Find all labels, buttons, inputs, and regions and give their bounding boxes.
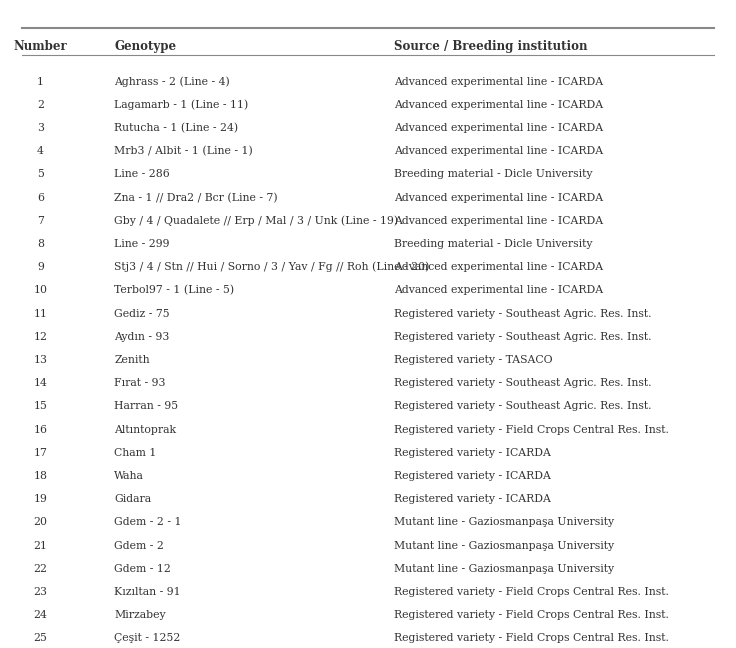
Text: 22: 22 bbox=[33, 564, 48, 573]
Text: 16: 16 bbox=[33, 424, 48, 435]
Text: Number: Number bbox=[13, 40, 68, 53]
Text: 18: 18 bbox=[33, 471, 48, 481]
Text: Advanced experimental line - ICARDA: Advanced experimental line - ICARDA bbox=[394, 100, 603, 110]
Text: Advanced experimental line - ICARDA: Advanced experimental line - ICARDA bbox=[394, 146, 603, 156]
Text: 21: 21 bbox=[33, 540, 48, 551]
Text: Fırat - 93: Fırat - 93 bbox=[114, 378, 166, 388]
Text: 7: 7 bbox=[37, 216, 44, 226]
Text: 3: 3 bbox=[37, 123, 44, 133]
Text: Mutant line - Gaziosmanpaşa University: Mutant line - Gaziosmanpaşa University bbox=[394, 517, 614, 527]
Text: Stj3 / 4 / Stn // Hui / Sorno / 3 / Yav / Fg // Roh (Line - 20): Stj3 / 4 / Stn // Hui / Sorno / 3 / Yav … bbox=[114, 262, 429, 272]
Text: Registered variety - Field Crops Central Res. Inst.: Registered variety - Field Crops Central… bbox=[394, 633, 668, 643]
Text: Registered variety - Southeast Agric. Res. Inst.: Registered variety - Southeast Agric. Re… bbox=[394, 401, 651, 411]
Text: Mrb3 / Albit - 1 (Line - 1): Mrb3 / Albit - 1 (Line - 1) bbox=[114, 146, 253, 156]
Text: 13: 13 bbox=[33, 355, 48, 365]
Text: Registered variety - Southeast Agric. Res. Inst.: Registered variety - Southeast Agric. Re… bbox=[394, 332, 651, 341]
Text: Registered variety - Field Crops Central Res. Inst.: Registered variety - Field Crops Central… bbox=[394, 424, 668, 435]
Text: Mutant line - Gaziosmanpaşa University: Mutant line - Gaziosmanpaşa University bbox=[394, 564, 614, 573]
Text: 23: 23 bbox=[33, 587, 48, 597]
Text: 24: 24 bbox=[34, 610, 47, 620]
Text: 8: 8 bbox=[37, 239, 44, 249]
Text: Altıntoprak: Altıntoprak bbox=[114, 424, 176, 435]
Text: Advanced experimental line - ICARDA: Advanced experimental line - ICARDA bbox=[394, 192, 603, 203]
Text: 2: 2 bbox=[37, 100, 44, 110]
Text: Registered variety - ICARDA: Registered variety - ICARDA bbox=[394, 448, 551, 457]
Text: Registered variety - Southeast Agric. Res. Inst.: Registered variety - Southeast Agric. Re… bbox=[394, 308, 651, 319]
Text: Registered variety - TASACO: Registered variety - TASACO bbox=[394, 355, 553, 365]
Text: Çeşit - 1252: Çeşit - 1252 bbox=[114, 633, 180, 643]
Text: Breeding material - Dicle University: Breeding material - Dicle University bbox=[394, 239, 592, 249]
Text: 15: 15 bbox=[34, 401, 47, 411]
Text: 4: 4 bbox=[37, 146, 44, 156]
Text: Advanced experimental line - ICARDA: Advanced experimental line - ICARDA bbox=[394, 123, 603, 133]
Text: 6: 6 bbox=[37, 192, 44, 203]
Text: Advanced experimental line - ICARDA: Advanced experimental line - ICARDA bbox=[394, 262, 603, 272]
Text: Kızıltan - 91: Kızıltan - 91 bbox=[114, 587, 181, 597]
Text: 12: 12 bbox=[33, 332, 48, 341]
Text: Registered variety - ICARDA: Registered variety - ICARDA bbox=[394, 494, 551, 504]
Text: 10: 10 bbox=[33, 285, 48, 295]
Text: Line - 299: Line - 299 bbox=[114, 239, 169, 249]
Text: Aghrass - 2 (Line - 4): Aghrass - 2 (Line - 4) bbox=[114, 76, 230, 87]
Text: Registered variety - Field Crops Central Res. Inst.: Registered variety - Field Crops Central… bbox=[394, 610, 668, 620]
Text: Registered variety - Field Crops Central Res. Inst.: Registered variety - Field Crops Central… bbox=[394, 587, 668, 597]
Text: Lagamarb - 1 (Line - 11): Lagamarb - 1 (Line - 11) bbox=[114, 100, 248, 110]
Text: Registered variety - Southeast Agric. Res. Inst.: Registered variety - Southeast Agric. Re… bbox=[394, 378, 651, 388]
Text: Line - 286: Line - 286 bbox=[114, 169, 170, 179]
Text: 1: 1 bbox=[37, 76, 44, 87]
Text: Rutucha - 1 (Line - 24): Rutucha - 1 (Line - 24) bbox=[114, 123, 238, 133]
Text: Zna - 1 // Dra2 / Bcr (Line - 7): Zna - 1 // Dra2 / Bcr (Line - 7) bbox=[114, 192, 277, 203]
Text: Registered variety - ICARDA: Registered variety - ICARDA bbox=[394, 471, 551, 481]
Text: Zenith: Zenith bbox=[114, 355, 149, 365]
Text: Terbol97 - 1 (Line - 5): Terbol97 - 1 (Line - 5) bbox=[114, 285, 234, 295]
Text: Gidara: Gidara bbox=[114, 494, 151, 504]
Text: Aydın - 93: Aydın - 93 bbox=[114, 332, 169, 341]
Text: 19: 19 bbox=[34, 494, 47, 504]
Text: Advanced experimental line - ICARDA: Advanced experimental line - ICARDA bbox=[394, 76, 603, 87]
Text: Gediz - 75: Gediz - 75 bbox=[114, 308, 170, 319]
Text: Cham 1: Cham 1 bbox=[114, 448, 157, 457]
Text: Harran - 95: Harran - 95 bbox=[114, 401, 178, 411]
Text: 9: 9 bbox=[37, 262, 44, 272]
Text: Gdem - 2 - 1: Gdem - 2 - 1 bbox=[114, 517, 182, 527]
Text: Waha: Waha bbox=[114, 471, 144, 481]
Text: Source / Breeding institution: Source / Breeding institution bbox=[394, 40, 587, 53]
Text: Advanced experimental line - ICARDA: Advanced experimental line - ICARDA bbox=[394, 285, 603, 295]
Text: 20: 20 bbox=[33, 517, 48, 527]
Text: 14: 14 bbox=[34, 378, 47, 388]
Text: Mutant line - Gaziosmanpaşa University: Mutant line - Gaziosmanpaşa University bbox=[394, 540, 614, 551]
Text: Breeding material - Dicle University: Breeding material - Dicle University bbox=[394, 169, 592, 179]
Text: 5: 5 bbox=[37, 169, 44, 179]
Text: Gdem - 12: Gdem - 12 bbox=[114, 564, 171, 573]
Text: Genotype: Genotype bbox=[114, 40, 176, 53]
Text: 25: 25 bbox=[34, 633, 47, 643]
Text: Gby / 4 / Quadalete // Erp / Mal / 3 / Unk (Line - 19): Gby / 4 / Quadalete // Erp / Mal / 3 / U… bbox=[114, 216, 398, 226]
Text: 17: 17 bbox=[34, 448, 47, 457]
Text: 11: 11 bbox=[33, 308, 48, 319]
Text: Advanced experimental line - ICARDA: Advanced experimental line - ICARDA bbox=[394, 216, 603, 226]
Text: Gdem - 2: Gdem - 2 bbox=[114, 540, 164, 551]
Text: Mirzabey: Mirzabey bbox=[114, 610, 166, 620]
